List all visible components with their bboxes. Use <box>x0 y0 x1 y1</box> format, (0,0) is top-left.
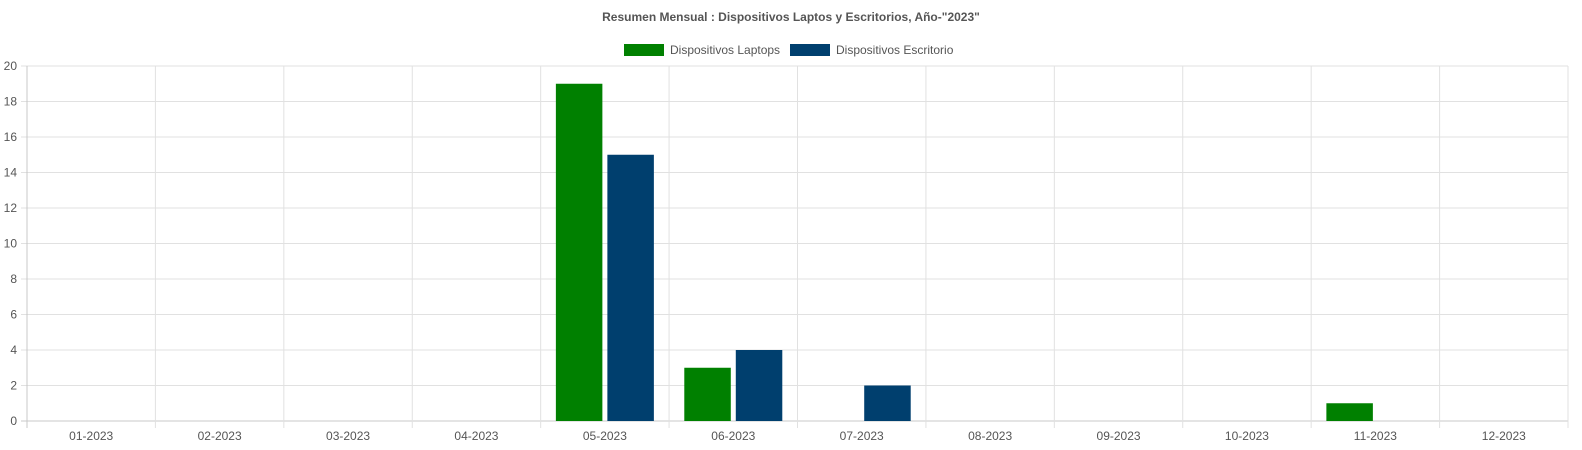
y-tick-label: 6 <box>10 308 17 322</box>
bar-escritorio-05-2023[interactable] <box>607 154 654 421</box>
x-tick-label: 12-2023 <box>1482 429 1526 443</box>
legend-label-laptops: Dispositivos Laptops <box>670 43 780 57</box>
x-tick-label: 10-2023 <box>1225 429 1269 443</box>
x-tick-label: 04-2023 <box>454 429 498 443</box>
y-tick-label: 20 <box>4 59 18 73</box>
chart-title: Resumen Mensual : Dispositivos Laptos y … <box>602 10 980 24</box>
y-tick-label: 18 <box>4 95 18 109</box>
bar-escritorio-06-2023[interactable] <box>735 350 783 421</box>
bars <box>555 83 1373 422</box>
bar-laptops-11-2023[interactable] <box>1326 403 1373 421</box>
y-tick-label: 14 <box>4 166 18 180</box>
x-tick-label: 09-2023 <box>1097 429 1141 443</box>
x-tick-label: 06-2023 <box>711 429 755 443</box>
x-tick-label: 07-2023 <box>840 429 884 443</box>
x-tick-label: 05-2023 <box>583 429 627 443</box>
x-tick-label: 11-2023 <box>1354 429 1397 443</box>
y-tick-label: 4 <box>10 343 17 357</box>
x-axis-ticks: 01-2023 02-2023 03-2023 04-2023 05-2023 06-20… <box>69 429 1526 443</box>
bar-laptops-05-2023[interactable] <box>555 83 603 421</box>
y-axis-ticks: 0 2 4 6 8 10 12 14 16 18 20 <box>4 59 18 428</box>
x-tick-label: 08-2023 <box>968 429 1012 443</box>
legend: Dispositivos Laptops Dispositivos Escrit… <box>624 43 954 57</box>
y-tick-label: 10 <box>4 237 18 251</box>
y-tick-label: 8 <box>10 272 17 286</box>
grid-lines <box>21 65 1569 428</box>
x-tick-label: 03-2023 <box>326 429 370 443</box>
legend-label-escritorio: Dispositivos Escritorio <box>836 43 954 57</box>
legend-item-laptops[interactable]: Dispositivos Laptops <box>624 43 780 57</box>
y-tick-label: 0 <box>10 414 17 428</box>
legend-item-escritorio[interactable]: Dispositivos Escritorio <box>790 43 954 57</box>
y-tick-label: 12 <box>4 201 18 215</box>
x-tick-label: 02-2023 <box>198 429 242 443</box>
x-tick-label: 01-2023 <box>69 429 113 443</box>
bar-escritorio-07-2023[interactable] <box>864 385 911 422</box>
bar-laptops-06-2023[interactable] <box>684 367 731 421</box>
y-tick-label: 16 <box>4 130 18 144</box>
legend-swatch-escritorio <box>790 44 830 56</box>
y-tick-label: 2 <box>10 379 17 393</box>
legend-swatch-laptops <box>624 44 664 56</box>
